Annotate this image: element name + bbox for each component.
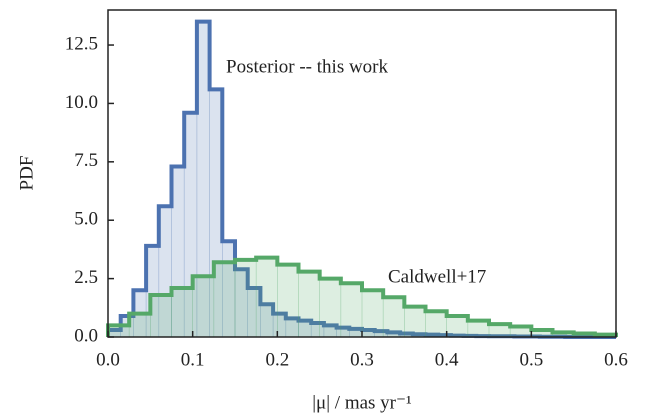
histogram-bar: [277, 264, 299, 338]
x-tick-label: 0.6: [604, 349, 628, 370]
y-tick-label: 10.0: [65, 92, 98, 113]
histogram-bar: [128, 313, 151, 338]
x-tick-label: 0.4: [435, 349, 459, 370]
histogram-bar: [446, 315, 469, 338]
histogram-bar: [425, 311, 447, 338]
x-axis-label: |μ| / mas yr⁻¹: [312, 392, 412, 413]
x-tick-label: 0.3: [350, 349, 374, 370]
x-tick-label: 0.1: [181, 349, 205, 370]
histogram-bar: [319, 278, 342, 338]
histogram-bar: [361, 289, 384, 338]
histogram-bar: [298, 271, 320, 338]
histogram-bar: [404, 306, 426, 338]
histogram-outline: [106, 255, 618, 337]
histogram-bar: [234, 259, 257, 338]
y-tick-label: 0.0: [74, 325, 98, 346]
histogram-bar: [192, 275, 215, 338]
y-axis-label: PDF: [16, 156, 37, 191]
histogram-bar: [382, 296, 405, 338]
histogram-bar: [467, 320, 490, 338]
x-tick-label: 0.0: [96, 349, 120, 370]
annotation: Posterior -- this work: [226, 56, 389, 77]
histogram-bar: [213, 261, 236, 338]
y-tick-label: 5.0: [74, 209, 98, 230]
histogram-bar: [255, 257, 278, 338]
x-tick-label: 0.5: [519, 349, 543, 370]
histogram-bar: [171, 287, 193, 338]
annotation: Caldwell+17: [388, 266, 486, 287]
y-tick-label: 2.5: [74, 267, 98, 288]
histogram-bar: [150, 294, 172, 338]
y-tick-label: 7.5: [74, 150, 98, 171]
x-tick-label: 0.2: [265, 349, 289, 370]
y-tick-label: 12.5: [65, 33, 98, 54]
histogram-bar: [340, 282, 363, 338]
